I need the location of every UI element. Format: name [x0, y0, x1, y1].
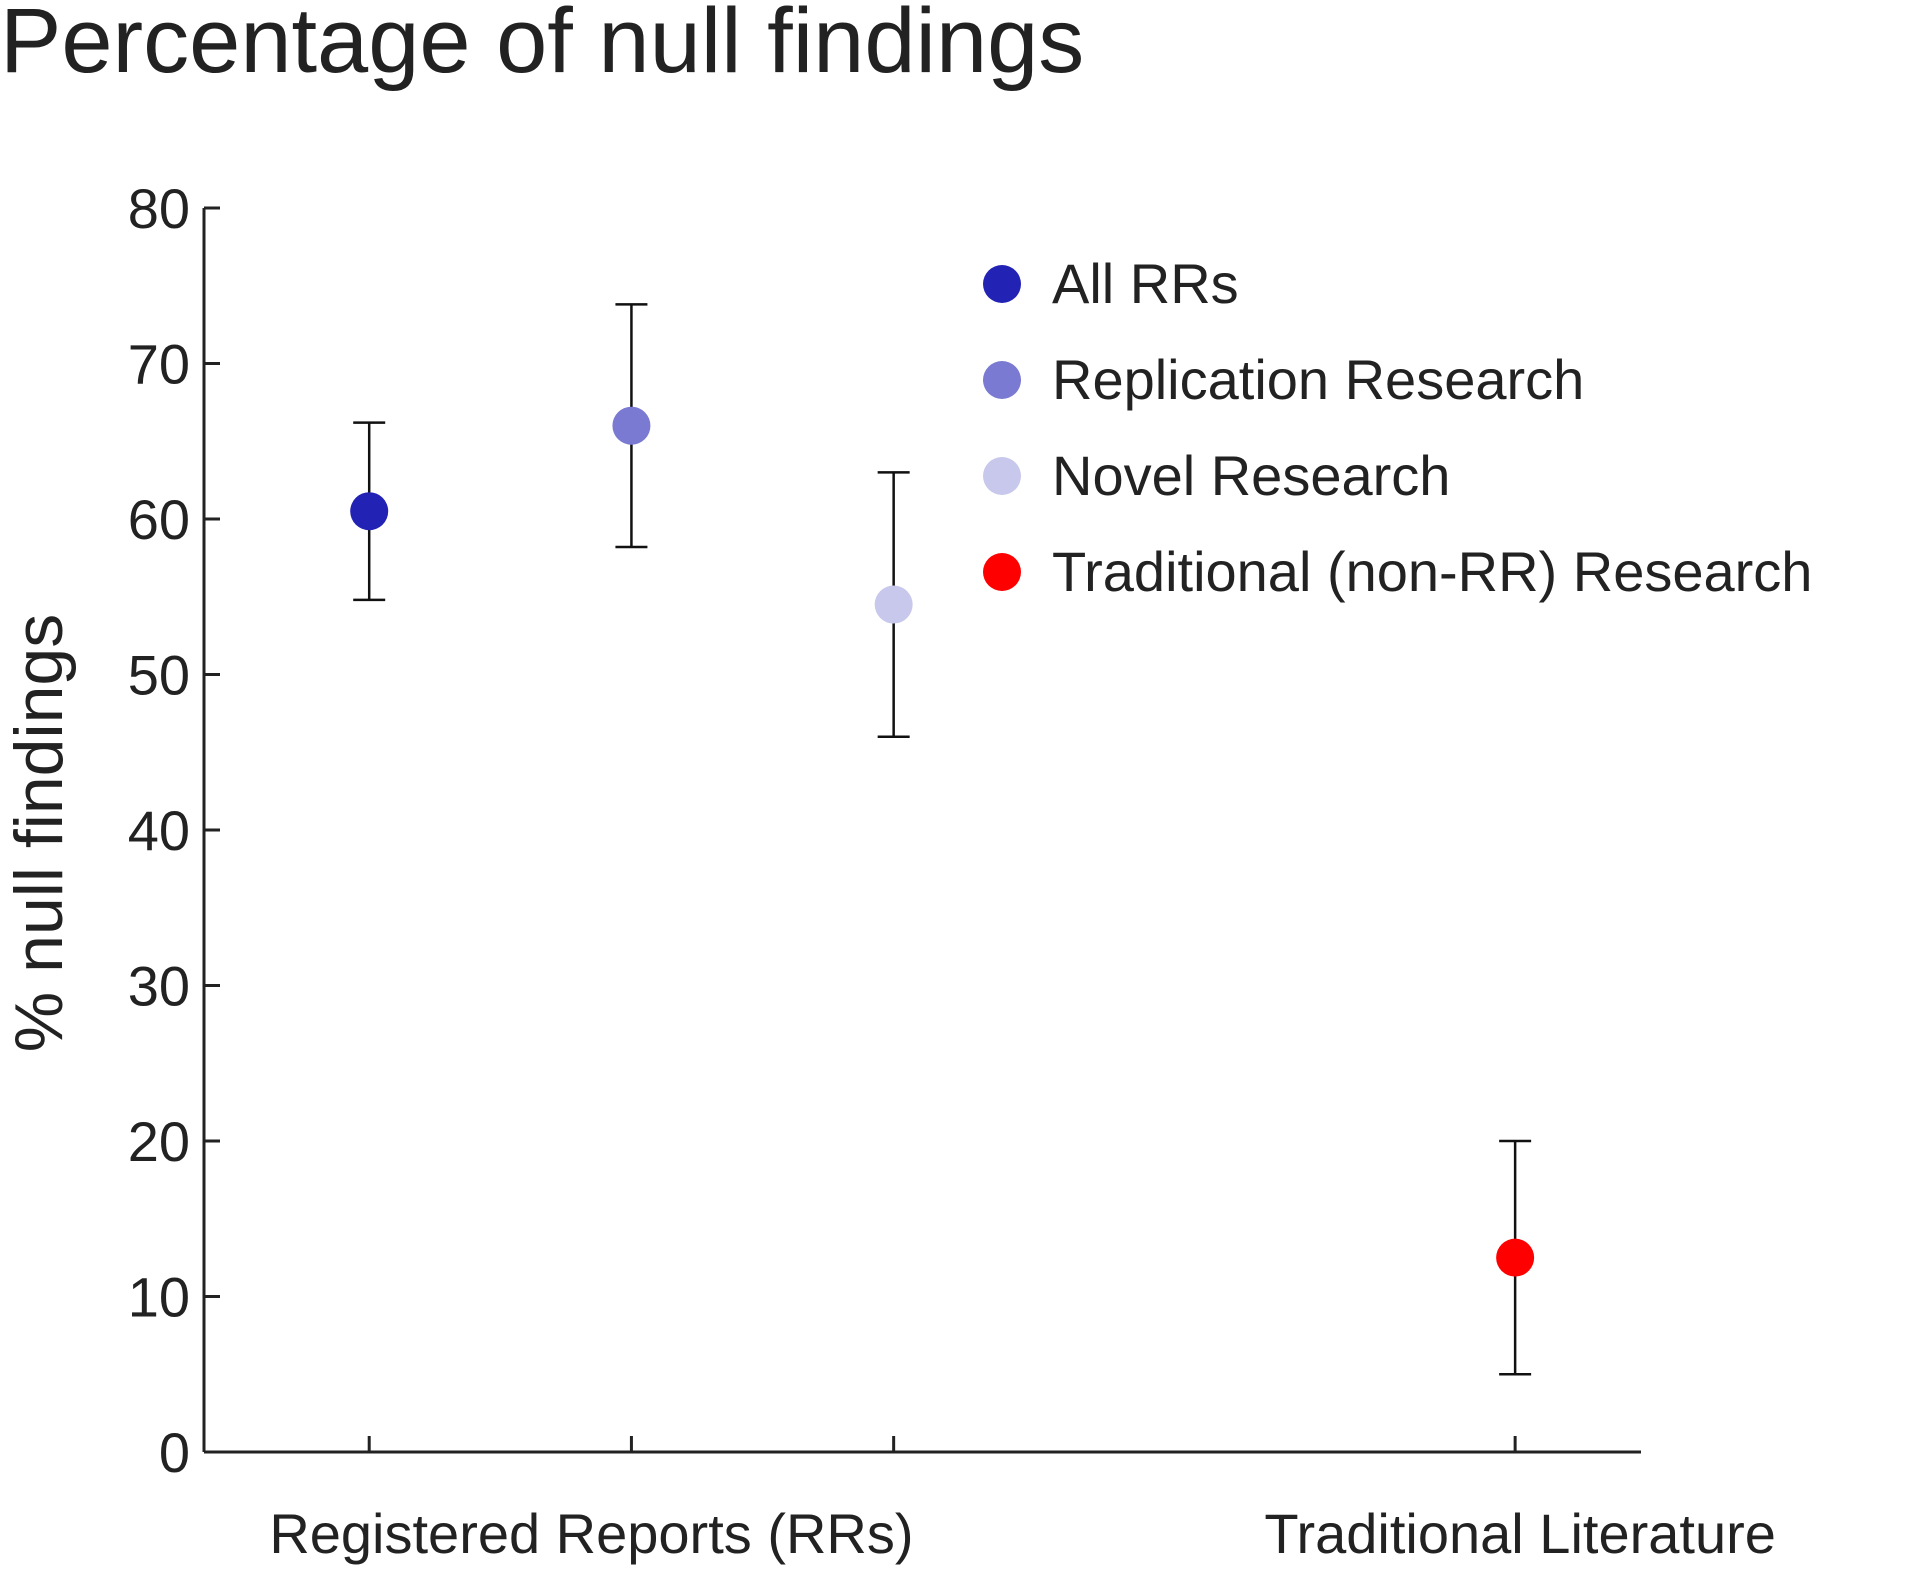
legend-label: Novel Research — [1052, 444, 1450, 507]
y-tick-label: 30 — [128, 955, 190, 1018]
legend-label: Replication Research — [1052, 348, 1584, 411]
y-tick-label: 60 — [128, 488, 190, 551]
point — [350, 492, 389, 531]
point — [874, 585, 913, 624]
y-tick-label: 20 — [128, 1110, 190, 1173]
point — [612, 406, 651, 445]
point — [1496, 1238, 1535, 1277]
legend-marker — [983, 553, 1021, 591]
y-tick-label: 50 — [128, 644, 190, 707]
x-group-label: Registered Reports (RRs) — [269, 1502, 913, 1565]
y-axis-label: % null findings — [1, 614, 77, 1052]
legend-marker — [983, 361, 1021, 399]
x-group-label: Traditional Literature — [1264, 1502, 1776, 1565]
legend-label: All RRs — [1052, 252, 1239, 315]
y-tick-label: 80 — [128, 177, 190, 240]
y-tick-label: 10 — [128, 1266, 190, 1329]
y-tick-label: 70 — [128, 333, 190, 396]
y-tick-label: 40 — [128, 799, 190, 862]
y-tick-label: 0 — [159, 1421, 190, 1484]
chart-title: Percentage of null findings — [0, 0, 1084, 92]
legend-marker — [983, 457, 1021, 495]
legend-marker — [983, 265, 1021, 303]
legend-label: Traditional (non-RR) Research — [1052, 540, 1812, 603]
